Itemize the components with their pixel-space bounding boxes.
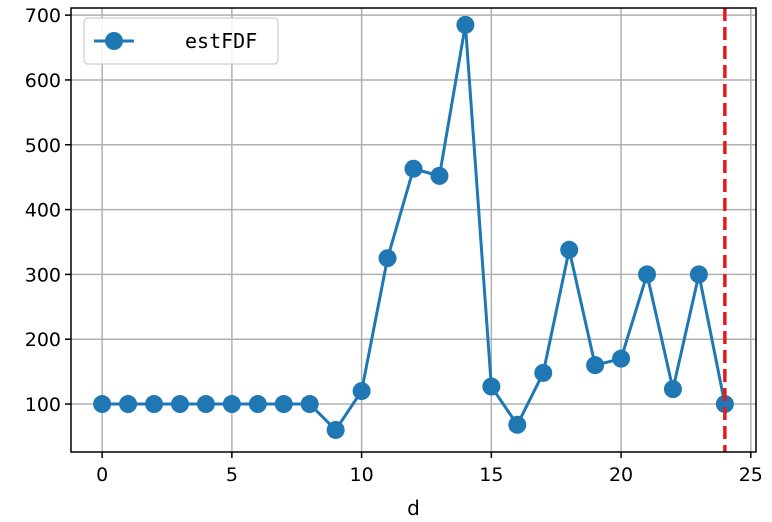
data-point (170, 395, 189, 414)
data-point (612, 349, 631, 368)
x-tick-label: 0 (96, 464, 108, 486)
legend-label: estFDF (185, 29, 257, 53)
x-axis-label: d (407, 496, 420, 520)
data-point (274, 395, 293, 414)
x-tick-label: 15 (479, 464, 503, 486)
data-point (119, 395, 138, 414)
data-point (560, 240, 579, 259)
y-tick-label: 300 (25, 264, 61, 286)
data-point (378, 249, 397, 268)
series-layer (93, 15, 734, 439)
data-point (352, 382, 371, 401)
x-axis-ticks: 0 5 10 15 20 25 (96, 452, 763, 486)
series-line (102, 23, 727, 432)
y-tick-label: 500 (25, 135, 61, 157)
y-tick-label: 200 (25, 329, 61, 351)
data-point (430, 166, 449, 185)
data-point (326, 420, 345, 439)
data-point (300, 395, 319, 414)
data-point (689, 265, 708, 284)
data-point (715, 395, 734, 414)
y-tick-label: 600 (25, 70, 61, 92)
data-point (456, 15, 475, 34)
data-point (482, 377, 501, 396)
plot-frame (70, 7, 757, 453)
y-axis-ticks: 100 200 300 400 500 600 700 (25, 5, 71, 416)
data-point (586, 356, 605, 375)
legend-box (83, 17, 279, 65)
y-tick-label: 700 (25, 5, 61, 27)
x-tick-label: 25 (739, 464, 763, 486)
x-tick-label: 10 (350, 464, 374, 486)
y-tick-label: 400 (25, 200, 61, 222)
x-tick-label: 20 (609, 464, 633, 486)
data-point (534, 363, 553, 382)
data-point (93, 395, 112, 414)
data-point (196, 395, 215, 414)
legend: estFDF (83, 17, 279, 65)
grid (71, 8, 756, 452)
data-point (222, 395, 241, 414)
data-point (638, 265, 657, 284)
data-point (145, 395, 164, 414)
data-point (663, 380, 682, 399)
data-point (404, 159, 423, 178)
y-tick-label: 100 (25, 394, 61, 416)
x-tick-label: 5 (226, 464, 238, 486)
data-point (508, 415, 527, 434)
data-point (248, 395, 267, 414)
legend-marker (105, 32, 123, 50)
